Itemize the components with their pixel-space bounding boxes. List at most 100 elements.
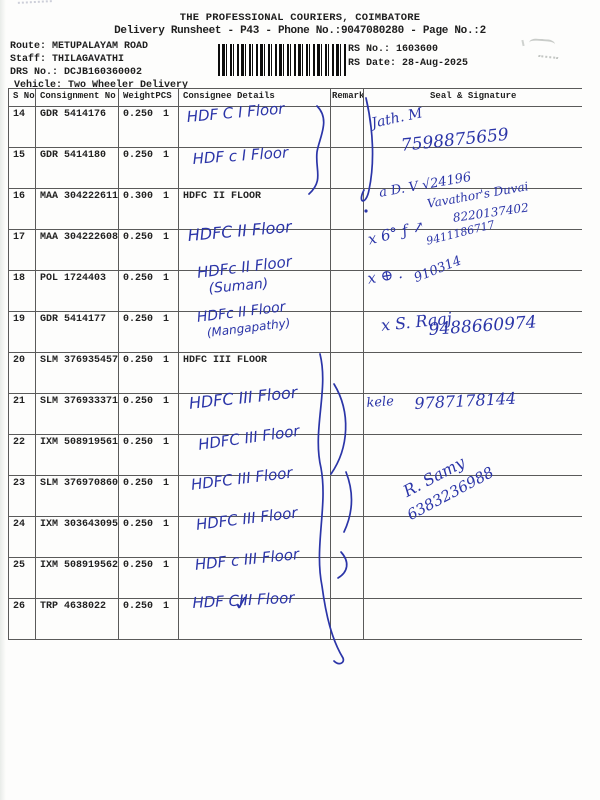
consignee-details: HDFC III FLOOR [178,352,331,394]
runsheet-table: S No Consignment No Weight PCS Consignee … [8,88,582,640]
serial-number: 25 [8,557,36,599]
weight-value: 0.250 [123,150,154,161]
weight-pcs-cell: 0.250 1 [118,229,179,271]
pcs-value: 1 [162,519,169,530]
weight-value: 0.250 [123,314,154,325]
table-row: 15 GDR 5414180 0.250 1 [8,147,582,189]
serial-number: 23 [8,475,36,517]
header-weight: Weight [123,91,156,101]
consignee-details [178,270,331,312]
serial-number: 26 [8,598,36,640]
table-row: 24 IXM 303643095 0.250 1 [8,516,582,558]
staff-value: THILAGAVATHI [52,54,125,65]
weight-value: 0.250 [123,437,154,448]
seal-signature-cell [363,106,582,148]
serial-number: 21 [8,393,36,435]
consignee-details [178,434,331,476]
scan-smudge [521,39,525,47]
serial-number: 17 [8,229,36,271]
header-sno: S No [8,88,36,107]
table-row: 20 SLM 376935457 0.250 1 HDFC III FLOOR [8,352,582,394]
drs-line: DRS No.: DCJB160360002 [10,67,142,78]
header-consignment: Consignment No [35,88,119,107]
remarks-cell [330,516,364,558]
weight-pcs-cell: 0.250 1 [118,557,179,599]
consignment-number: POL 1724403 [35,270,119,312]
weight-value: 0.250 [123,273,154,284]
remarks-cell [330,229,364,271]
serial-number: 19 [8,311,36,353]
weight-value: 0.250 [123,232,154,243]
scan-smudge [17,0,53,10]
pcs-value: 1 [162,478,169,489]
weight-value: 0.250 [123,355,154,366]
seal-signature-cell [363,188,582,230]
table-header-row: S No Consignment No Weight PCS Consignee … [8,88,582,107]
remarks-cell [330,147,364,189]
consignee-details [178,229,331,271]
rs-no-line: RS No.: 1603600 [348,44,438,55]
table-row: 16 MAA 304222611 0.300 1 HDFC II FLOOR [8,188,582,230]
pcs-value: 1 [162,601,169,612]
consignment-number: GDR 5414177 [35,311,119,353]
remarks-cell [330,393,364,435]
remarks-cell [330,434,364,476]
drs-label: DRS No.: [10,67,59,78]
consignee-details [178,516,331,558]
pcs-value: 1 [162,232,169,243]
header-weight-pcs: Weight PCS [118,88,179,107]
scan-smudge [537,54,559,65]
table-row: 14 GDR 5414176 0.250 1 [8,106,582,148]
drs-value: DCJB160360002 [64,67,143,78]
table-row: 26 TRP 4638022 0.250 1 [8,598,582,640]
consignment-number: IXM 508919562 [35,557,119,599]
consignment-number: IXM 508919561 [35,434,119,476]
vehicle-line: Vehicle: Two Wheeler Delivery [14,80,188,91]
table-row: 22 IXM 508919561 0.250 1 [8,434,582,476]
table-row: 25 IXM 508919562 0.250 1 [8,557,582,599]
seal-signature-cell [363,352,582,394]
barcode [218,44,346,76]
pcs-value: 1 [162,314,169,325]
weight-value: 0.250 [123,109,154,120]
rs-date-label: RS Date: [348,58,397,69]
header-pcs: PCS [155,91,172,101]
weight-pcs-cell: 0.250 1 [118,147,179,189]
document-title: THE PROFESSIONAL COURIERS, COIMBATORE [179,12,421,24]
table-row: 19 GDR 5414177 0.250 1 [8,311,582,353]
staff-line: Staff: THILAGAVATHI [10,54,124,65]
rs-no-value: 1603600 [396,44,439,55]
seal-signature-cell [363,229,582,271]
weight-pcs-cell: 0.250 1 [118,516,179,558]
weight-pcs-cell: 0.250 1 [118,434,179,476]
header-consignee: Consignee Details [178,88,331,107]
rs-no-label: RS No.: [348,44,391,55]
remarks-cell [330,188,364,230]
pcs-value: 1 [162,560,169,571]
table-row: 18 POL 1724403 0.250 1 [8,270,582,312]
vehicle-label: Vehicle: [14,80,63,91]
pcs-value: 1 [162,150,169,161]
weight-value: 0.250 [123,396,154,407]
consignment-number: GDR 5414180 [35,147,119,189]
pcs-value: 1 [162,437,169,448]
remarks-cell [330,311,364,353]
weight-value: 0.250 [123,560,154,571]
pcs-value: 1 [162,191,169,202]
weight-pcs-cell: 0.250 1 [118,311,179,353]
weight-value: 0.250 [123,519,154,530]
weight-value: 0.300 [123,191,154,202]
seal-signature-cell [363,311,582,353]
remarks-cell [330,598,364,640]
seal-signature-cell [363,516,582,558]
consignee-details [178,106,331,148]
weight-pcs-cell: 0.250 1 [118,393,179,435]
table-body: 14 GDR 5414176 0.250 1 15 GDR 5414180 0.2… [8,106,582,640]
header-remarks: Remarks [330,88,364,107]
pcs-value: 1 [162,273,169,284]
seal-signature-cell [363,557,582,599]
consignment-number: SLM 376933371 [35,393,119,435]
seal-signature-cell [363,147,582,189]
serial-number: 24 [8,516,36,558]
seal-signature-cell [363,393,582,435]
